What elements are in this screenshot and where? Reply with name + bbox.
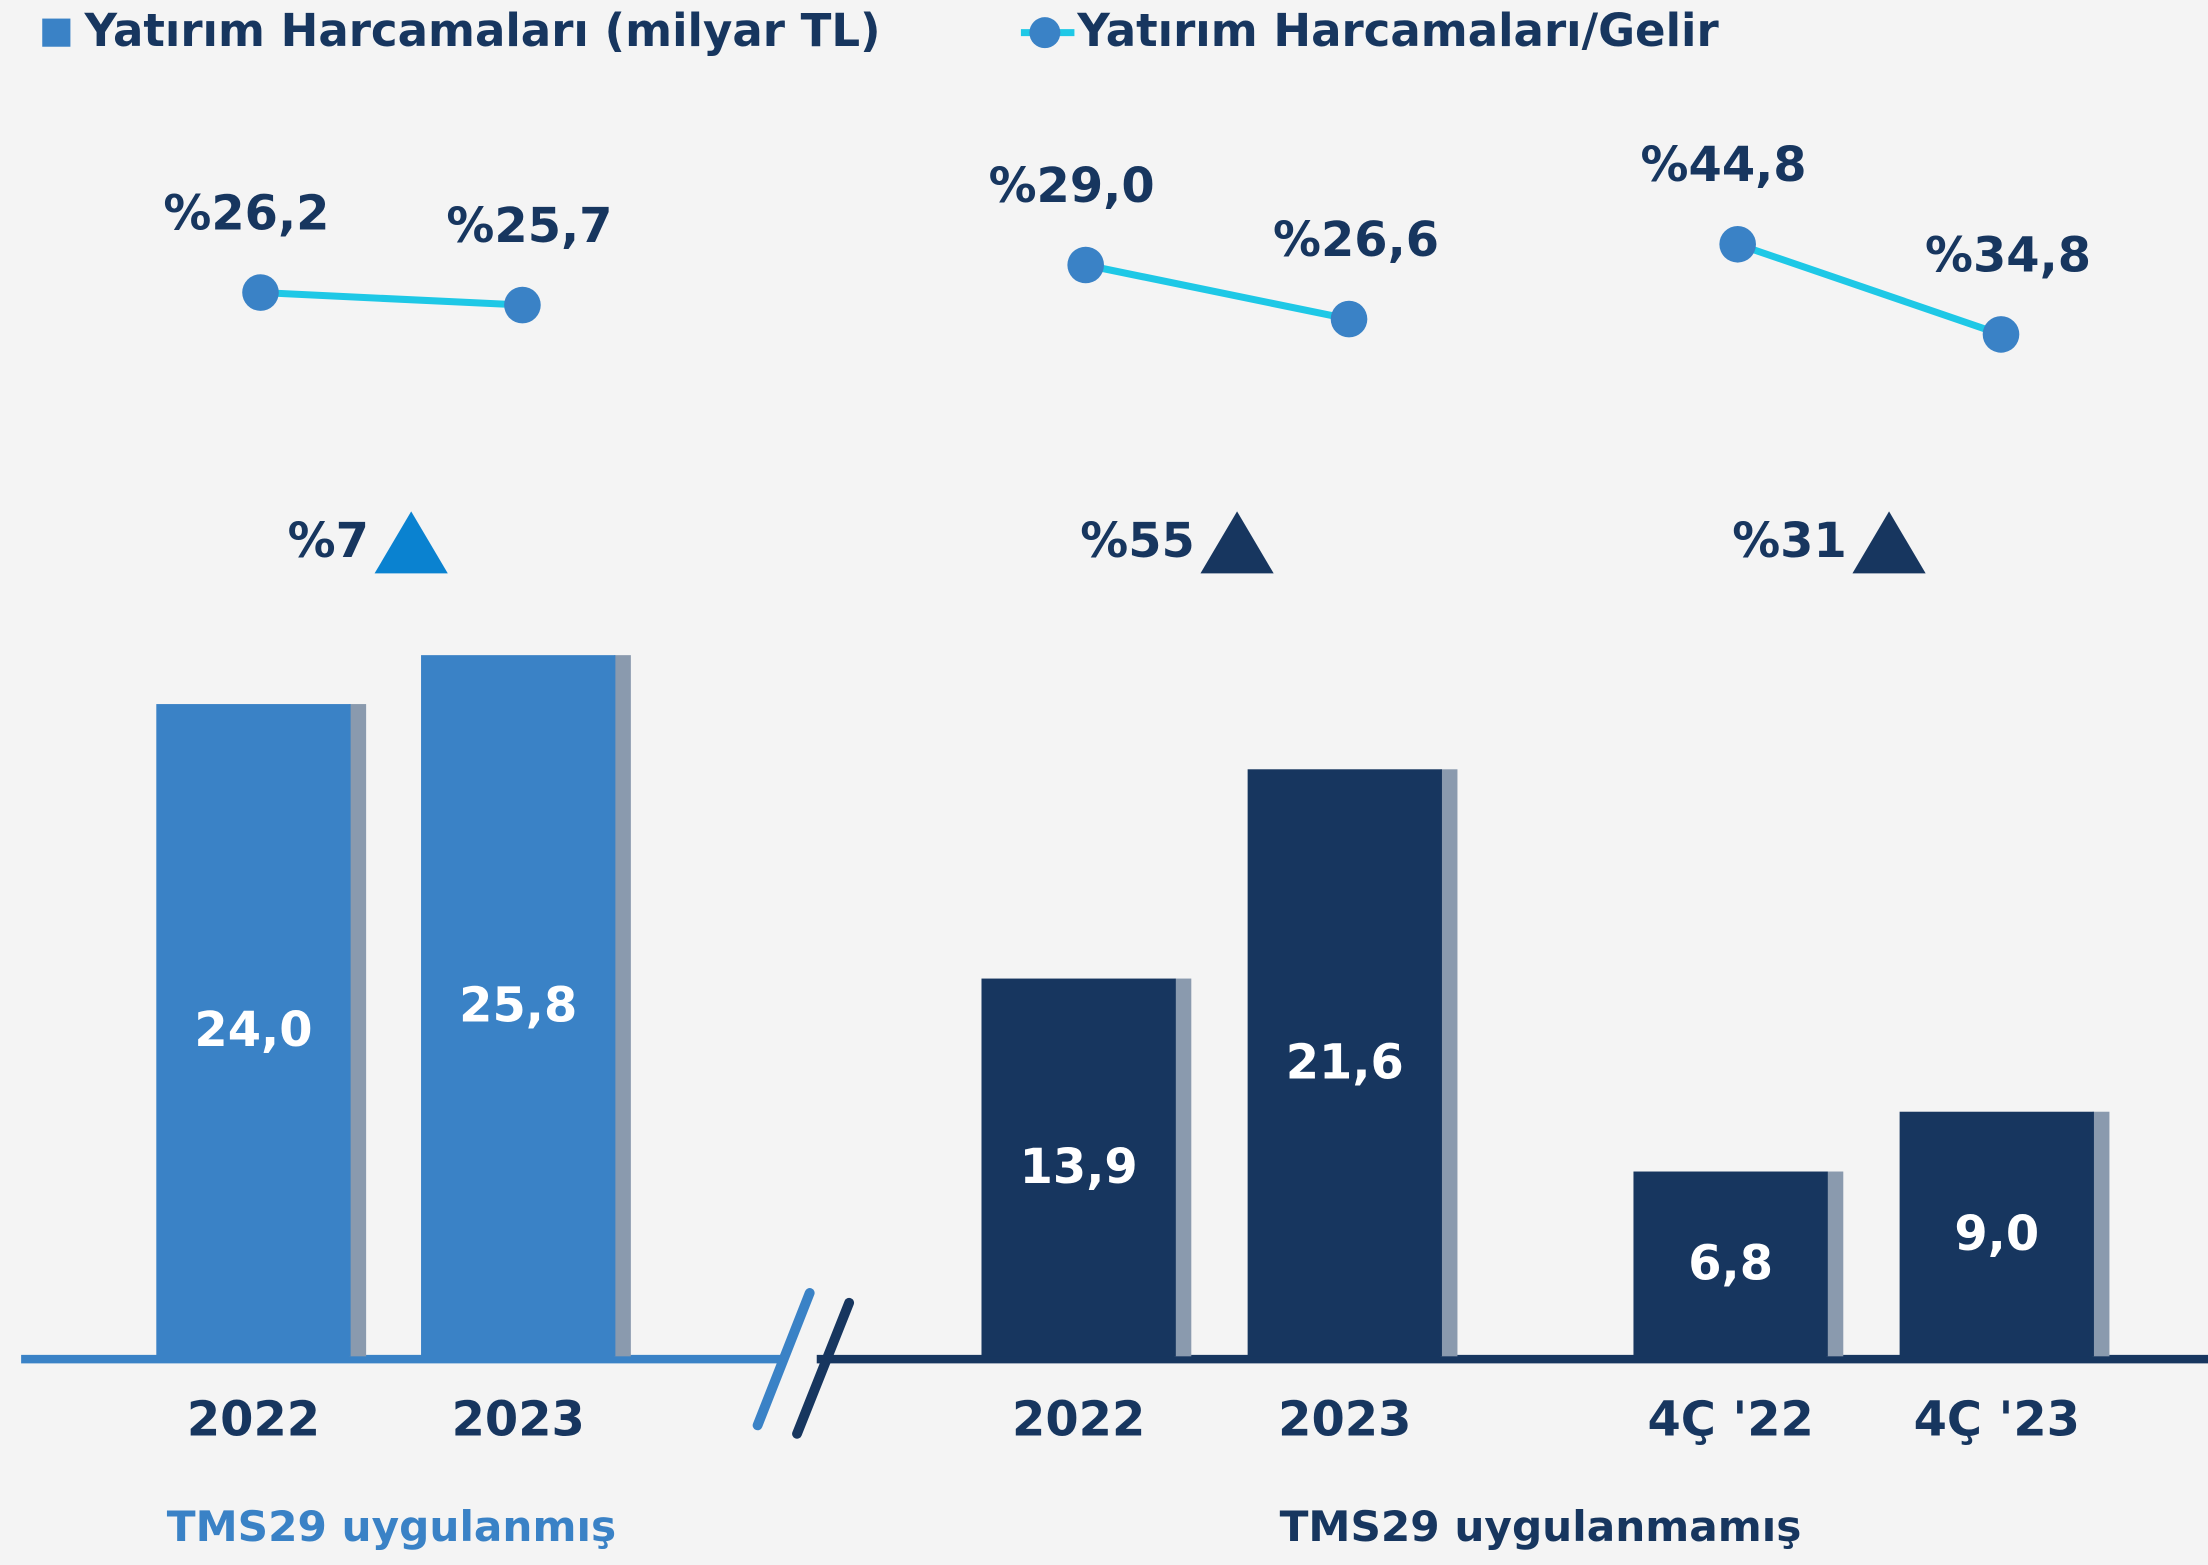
section-label: TMS29 uygulanmamış (1280, 1502, 1802, 1551)
ratio-marker (1067, 246, 1104, 284)
change-indicator (1852, 511, 1926, 574)
legend-swatch (1029, 17, 1061, 49)
bar-value-label: 13,9 (1020, 1140, 1138, 1195)
bar-shadow (2092, 1111, 2110, 1357)
bar-shadow (1174, 978, 1192, 1357)
ratio-label: %29,0 (989, 159, 1155, 214)
bar-value-label: 21,6 (1286, 1036, 1404, 1091)
change-label: %55 (1080, 514, 1195, 569)
x-tick-label: 2023 (1278, 1393, 1411, 1448)
x-tick-label: 2023 (452, 1393, 585, 1448)
bar-shadow (1826, 1171, 1844, 1357)
ratio-label: %26,6 (1273, 213, 1439, 268)
ratio-label: %25,7 (446, 199, 612, 254)
ratio-line (1736, 240, 2003, 338)
ratio-label: %44,8 (1641, 138, 1807, 193)
ratio-marker (1719, 225, 1756, 263)
bar (981, 978, 1176, 1357)
ratio-marker (504, 286, 541, 324)
change-label: %7 (288, 514, 369, 569)
bar (156, 704, 351, 1357)
ratio-marker (1330, 300, 1368, 338)
legend-swatch (42, 18, 71, 47)
axis-break (792, 1297, 855, 1439)
x-tick-label: 2022 (187, 1393, 320, 1448)
ratio-marker (1982, 316, 2020, 353)
bar-shadow (1440, 769, 1458, 1357)
bar-value-label: 25,8 (459, 979, 577, 1034)
bar (1247, 769, 1442, 1357)
bar (421, 655, 616, 1357)
bar-value-label: 24,0 (194, 1003, 312, 1058)
ratio-marker (242, 274, 279, 311)
bar (1633, 1171, 1828, 1357)
section-label: TMS29 uygulanmış (167, 1502, 616, 1551)
bar-value-label: 9,0 (1954, 1207, 2039, 1262)
change-indicator (1200, 511, 1274, 574)
ratio-label: %34,8 (1925, 228, 2091, 283)
ratio-line (1084, 261, 1350, 323)
ratio-line (260, 289, 523, 309)
bar-shadow (349, 704, 367, 1357)
bar (1899, 1111, 2094, 1357)
change-indicator (374, 511, 448, 574)
bar-value-label: 6,8 (1688, 1237, 1773, 1292)
legend-label: Yatırım Harcamaları/Gelir (1076, 4, 1719, 57)
legend-label: Yatırım Harcamaları (milyar TL) (83, 4, 880, 57)
bar-shadow (613, 655, 631, 1357)
ratio-label: %26,2 (163, 186, 329, 241)
change-label: %31 (1732, 514, 1847, 569)
x-tick-label: 4Ç '23 (1914, 1393, 2080, 1448)
x-tick-label: 4Ç '22 (1647, 1393, 1813, 1448)
axis-break (752, 1288, 815, 1431)
x-tick-label: 2022 (1012, 1393, 1145, 1448)
